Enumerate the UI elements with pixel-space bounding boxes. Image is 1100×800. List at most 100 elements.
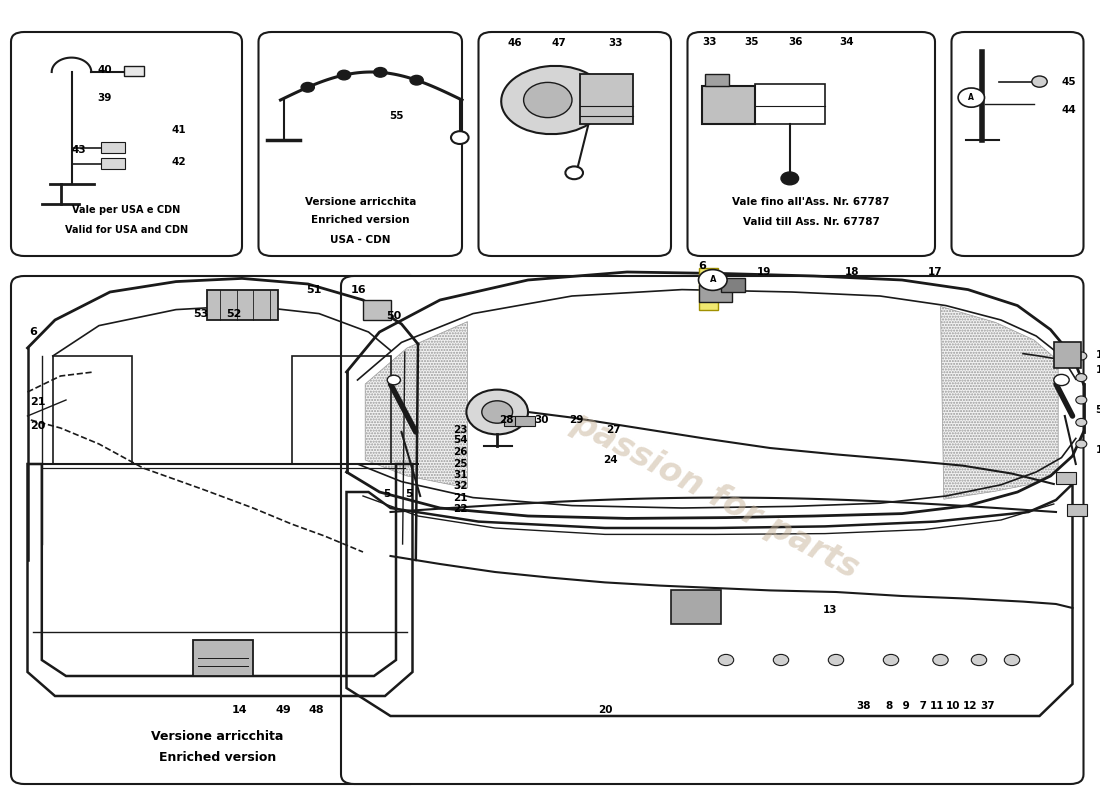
Text: 7: 7 [916, 702, 927, 711]
Text: 40: 40 [97, 66, 112, 75]
Text: 29: 29 [569, 415, 584, 425]
Bar [1056, 472, 1076, 484]
Circle shape [410, 75, 424, 85]
FancyBboxPatch shape [341, 276, 1084, 784]
Text: 11: 11 [930, 702, 945, 711]
Text: Vale per USA e CDN: Vale per USA e CDN [73, 205, 180, 214]
Text: 34: 34 [839, 38, 855, 47]
Circle shape [1076, 396, 1087, 404]
Text: 32: 32 [453, 482, 468, 491]
Circle shape [773, 654, 789, 666]
Text: 31: 31 [453, 470, 468, 480]
Text: 14: 14 [1096, 445, 1100, 454]
Text: 33: 33 [608, 38, 624, 48]
Text: 55: 55 [388, 111, 404, 121]
FancyBboxPatch shape [478, 32, 671, 256]
Text: 2: 2 [1096, 391, 1100, 401]
Text: Valid till Ass. Nr. 67787: Valid till Ass. Nr. 67787 [742, 217, 880, 226]
Text: Valid for USA and CDN: Valid for USA and CDN [65, 225, 188, 234]
Text: 41: 41 [172, 126, 187, 135]
Circle shape [524, 82, 572, 118]
Text: 9: 9 [899, 702, 910, 711]
Text: 52: 52 [227, 309, 242, 318]
Circle shape [971, 654, 987, 666]
Text: 51: 51 [306, 285, 321, 294]
Text: A: A [710, 275, 716, 285]
Polygon shape [365, 322, 468, 488]
Text: 3: 3 [1096, 378, 1100, 387]
Text: 30: 30 [534, 415, 549, 425]
Text: 18: 18 [845, 267, 860, 277]
Bar [504, 416, 524, 426]
Text: 37: 37 [980, 702, 996, 711]
Text: 45: 45 [1062, 77, 1077, 86]
Circle shape [1054, 374, 1069, 386]
Text: 48: 48 [309, 706, 324, 715]
Text: A: A [968, 93, 975, 102]
Text: 1: 1 [1096, 419, 1100, 429]
Circle shape [1004, 654, 1020, 666]
Text: 20: 20 [597, 706, 613, 715]
Text: 23: 23 [453, 426, 468, 435]
Circle shape [958, 88, 984, 107]
Bar [207, 290, 278, 320]
Text: 33: 33 [702, 38, 717, 47]
Circle shape [1076, 440, 1087, 448]
Text: 38: 38 [856, 702, 871, 711]
Bar [1067, 504, 1087, 516]
Text: 14: 14 [232, 706, 248, 715]
Bar [705, 74, 729, 86]
Text: 25: 25 [453, 459, 468, 469]
Text: 6: 6 [30, 327, 37, 337]
Bar [671, 590, 720, 624]
Circle shape [1076, 352, 1087, 360]
Text: 43: 43 [72, 146, 87, 155]
Text: 6: 6 [697, 261, 706, 270]
Text: 26: 26 [453, 447, 468, 457]
Text: 50: 50 [386, 311, 402, 321]
Bar [580, 74, 632, 124]
Circle shape [565, 166, 583, 179]
Circle shape [828, 654, 844, 666]
Text: Versione arricchita: Versione arricchita [151, 730, 284, 742]
Text: 17: 17 [927, 267, 943, 277]
Text: 54: 54 [453, 435, 468, 445]
Text: 10: 10 [945, 702, 960, 711]
Circle shape [718, 654, 734, 666]
FancyBboxPatch shape [688, 32, 935, 256]
Circle shape [933, 654, 948, 666]
Circle shape [338, 70, 351, 80]
Text: 16: 16 [1096, 365, 1100, 374]
Circle shape [387, 375, 400, 385]
Bar [101, 158, 125, 169]
Text: 21: 21 [30, 397, 45, 406]
Circle shape [301, 82, 315, 92]
Circle shape [374, 67, 387, 77]
Polygon shape [940, 306, 1058, 499]
Text: 47: 47 [551, 38, 566, 48]
Text: 39: 39 [97, 94, 112, 103]
Text: 46: 46 [507, 38, 522, 48]
Text: 15: 15 [1096, 350, 1100, 360]
Text: 8: 8 [886, 702, 892, 711]
Text: 13: 13 [823, 605, 838, 614]
Circle shape [781, 172, 799, 185]
Text: 20: 20 [30, 421, 45, 430]
Text: 12: 12 [962, 702, 978, 711]
FancyBboxPatch shape [952, 32, 1084, 256]
FancyBboxPatch shape [258, 32, 462, 256]
Circle shape [698, 270, 727, 290]
Circle shape [1076, 374, 1087, 382]
Circle shape [883, 654, 899, 666]
Text: 44: 44 [1062, 106, 1077, 115]
Text: 53: 53 [194, 309, 209, 318]
Bar [698, 285, 732, 302]
Text: Enriched version: Enriched version [311, 215, 409, 225]
Bar [515, 416, 535, 426]
Text: 21: 21 [453, 493, 468, 502]
Bar [1054, 342, 1081, 368]
Text: 4: 4 [1096, 475, 1100, 485]
Text: 24: 24 [603, 455, 618, 465]
Bar [101, 142, 125, 153]
Text: 16: 16 [351, 285, 366, 294]
